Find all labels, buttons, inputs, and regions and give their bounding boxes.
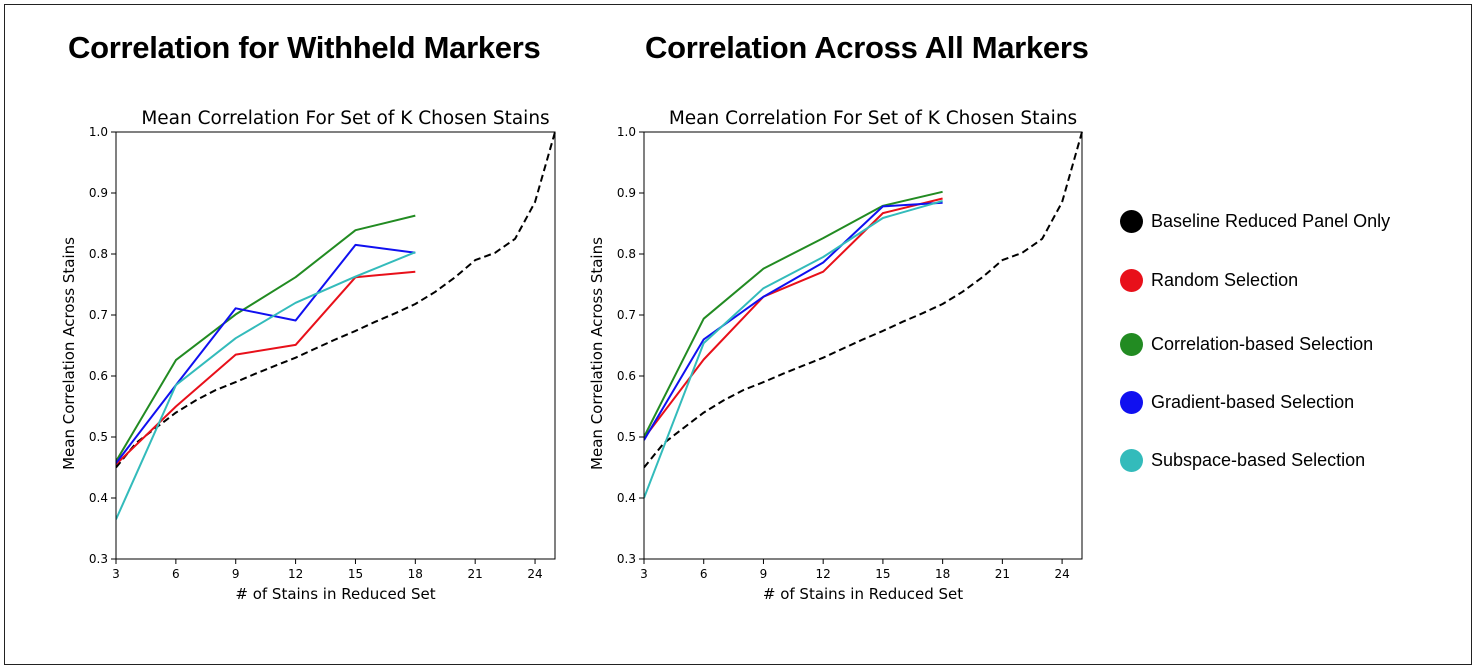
y-axis-label: Mean Correlation Across Stains [60,237,78,470]
x-tick-label: 12 [288,567,303,581]
legend-marker-subspace [1120,449,1143,472]
legend-marker-random [1120,269,1143,292]
y-tick-label: 0.8 [89,247,108,261]
y-tick-label: 0.6 [617,369,636,383]
legend-item-gradient: Gradient-based Selection [1120,391,1354,414]
legend-item-baseline: Baseline Reduced Panel Only [1120,210,1390,233]
legend-item-random: Random Selection [1120,269,1298,292]
y-tick-label: 0.8 [617,247,636,261]
x-tick-label: 24 [527,567,542,581]
y-tick-label: 0.4 [617,491,636,505]
x-axis-label: # of Stains in Reduced Set [235,585,435,603]
y-tick-label: 0.3 [617,552,636,566]
legend-label-random: Random Selection [1151,270,1299,290]
y-tick-label: 1.0 [617,125,636,139]
y-tick-label: 0.3 [89,552,108,566]
y-tick-label: 0.6 [89,369,108,383]
legend-label-subspace: Subspace-based Selection [1151,450,1366,470]
x-tick-label: 24 [1054,567,1069,581]
chart-2: 3 6 9 12 15 18 21 24 0.3 0.4 0.5 0.6 0.7 0.8 0.9 1.0 Mea… [588,108,1083,603]
legend-label-correlation: Correlation-based Selection [1151,334,1374,354]
x-tick-label: 21 [995,567,1010,581]
x-tick-label: 9 [232,567,240,581]
legend-item-subspace: Subspace-based Selection [1120,449,1365,472]
series-lines [116,131,556,520]
y-tick-label: 0.4 [89,491,108,505]
y-axis-label: Mean Correlation Across Stains [588,237,606,470]
y-tick-label: 0.7 [617,308,636,322]
plot-frame [643,131,1083,560]
left-panel-heading: Correlation for Withheld Markers [68,30,541,65]
series-line-baseline [644,131,1083,469]
x-tick-label: 12 [816,567,831,581]
x-tick-label: 18 [408,567,423,581]
chart-1: 3 6 9 12 15 18 21 24 0.3 0.4 0.5 0.6 0.7 0.8 0.9 1.0 Mea… [60,108,556,603]
legend-marker-gradient [1120,391,1143,414]
series-line-correlationbased [116,214,416,462]
figure-frame [4,4,1472,665]
series-line-correlationbased [644,190,943,438]
chart-title: Mean Correlation For Set of K Chosen Sta… [669,108,1077,129]
series-line-random [116,270,416,466]
legend-item-correlation: Correlation-based Selection [1120,333,1373,356]
x-tick-label: 18 [935,567,950,581]
series-line-subspacebased [116,251,416,520]
x-tick-label: 6 [172,567,180,581]
series-line-random [644,197,943,439]
x-tick-label: 9 [760,567,768,581]
x-tick-label: 15 [875,567,890,581]
y-tick-label: 0.9 [89,186,108,200]
right-panel-heading: Correlation Across All Markers [645,30,1089,65]
y-tick-label: 0.5 [617,430,636,444]
legend-marker-baseline [1120,210,1143,233]
y-tick-label: 0.9 [617,186,636,200]
series-lines [644,131,1083,499]
x-tick-label: 21 [468,567,483,581]
legend-marker-correlation [1120,333,1143,356]
series-line-gradientbased [116,243,416,464]
x-tick-label: 15 [348,567,363,581]
legend-label-baseline: Baseline Reduced Panel Only [1151,211,1391,231]
y-tick-label: 0.7 [89,308,108,322]
chart-title: Mean Correlation For Set of K Chosen Sta… [141,108,549,129]
x-tick-label: 6 [700,567,708,581]
series-line-baseline [116,131,556,469]
series-line-subspacebased [644,199,943,499]
x-tick-label: 3 [112,567,120,581]
legend-label-gradient: Gradient-based Selection [1151,392,1355,412]
x-tick-label: 3 [640,567,648,581]
series-line-gradientbased [644,201,943,441]
plot-frame [115,131,556,560]
y-tick-label: 0.5 [89,430,108,444]
y-tick-label: 1.0 [89,125,108,139]
x-axis-label: # of Stains in Reduced Set [763,585,963,603]
